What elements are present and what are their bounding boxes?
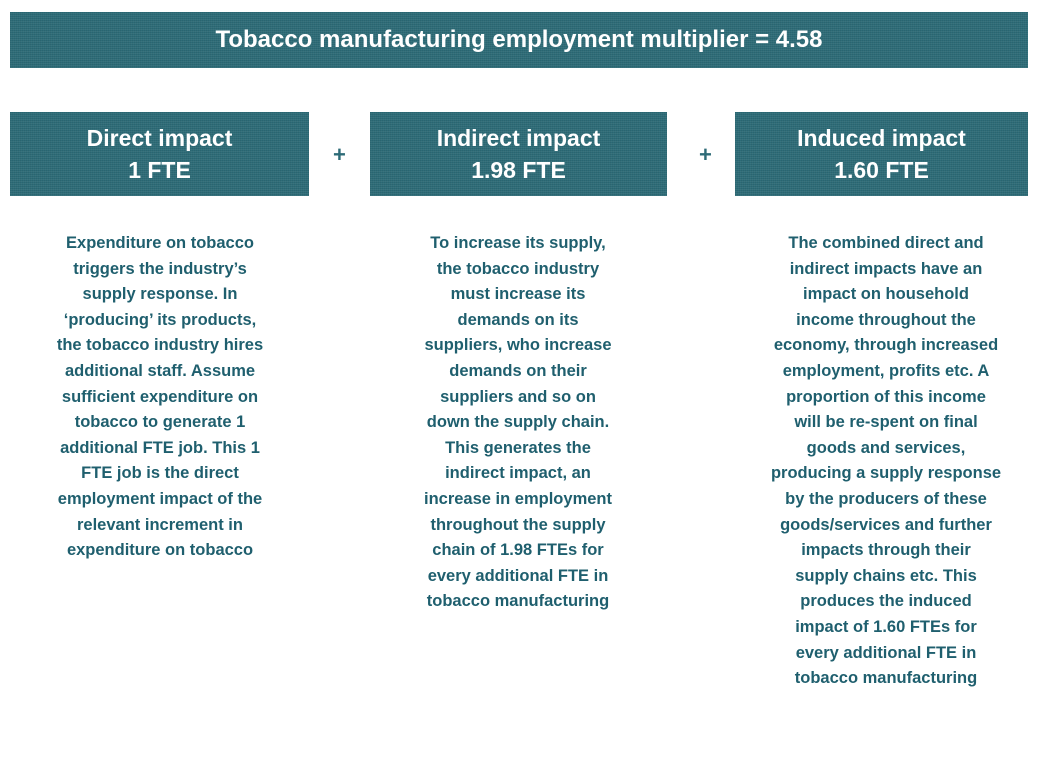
description-line: indirect impacts have an [789, 259, 983, 278]
impact-value: 1.60 FTE [834, 157, 929, 183]
description-line: supply response. In [82, 285, 238, 304]
description-line: suppliers, who increase [424, 336, 612, 355]
description-line: increase in employment [424, 489, 612, 508]
description-line: employment, profits etc. A [782, 361, 990, 380]
description-line: goods and services, [806, 438, 966, 457]
impact-description: To increase its supply, the tobacco indus… [358, 231, 678, 615]
description-line: every additional FTE in [795, 643, 977, 662]
description-line: impacts through their [801, 541, 971, 560]
banner: Tobacco manufacturing employment multipl… [10, 12, 1028, 68]
description-line: will be re-spent on final [794, 413, 978, 432]
description-line: demands on its [457, 310, 579, 329]
description-line: down the supply chain. [426, 413, 610, 432]
description-line: To increase its supply, [430, 234, 606, 252]
description-line: supply chains etc. This [795, 566, 977, 585]
description-line: income throughout the [796, 310, 976, 329]
description-line: chain of 1.98 FTEs for [432, 541, 604, 560]
description-line: additional staff. Assume [64, 361, 256, 380]
description-line: relevant increment in [77, 515, 243, 534]
impact-description: The combined direct and indirect impacts … [726, 231, 1038, 692]
impact-box: Direct impact 1 FTE [10, 112, 309, 196]
impact-box: Indirect impact 1.98 FTE [370, 112, 667, 196]
description-line: expenditure on tobacco [66, 541, 254, 560]
impact-value: 1 FTE [128, 157, 191, 183]
description-line: demands on their [449, 361, 587, 380]
description-line: economy, through increased [773, 336, 999, 355]
description-line: This generates the [445, 438, 591, 457]
description-line: impact on household [803, 285, 969, 304]
description-line: FTE job is the direct [81, 464, 239, 483]
description-line: proportion of this income [786, 387, 986, 406]
description-line: the tobacco industry hires [56, 336, 264, 355]
description-line: ‘producing’ its products, [63, 310, 257, 329]
description-line: producing a supply response [770, 464, 1002, 483]
impact-box: Induced impact 1.60 FTE [735, 112, 1028, 196]
description-line: tobacco manufacturing [426, 592, 610, 611]
impact-title: Indirect impact [436, 125, 601, 151]
description-line: additional FTE job. This 1 [60, 438, 260, 457]
description-line: impact of 1.60 FTEs for [795, 617, 977, 636]
impact-description: Expenditure on tobacco triggers the indus… [0, 231, 320, 564]
description-line: indirect impact, an [445, 464, 591, 483]
description-line: must increase its [450, 285, 586, 304]
description-line: triggers the industry’s [73, 259, 247, 278]
description-line: tobacco to generate 1 [74, 413, 246, 432]
impact-value: 1.98 FTE [471, 157, 566, 183]
description-line: sufficient expenditure on [61, 387, 259, 406]
description-line: by the producers of these [785, 489, 987, 508]
impact-title: Direct impact [86, 125, 233, 151]
description-line: every additional FTE in [427, 566, 609, 585]
impact-title: Induced impact [797, 125, 966, 151]
plus-sign: + [333, 142, 346, 167]
description-line: The combined direct and [788, 234, 984, 252]
description-line: throughout the supply [430, 515, 606, 534]
description-line: Expenditure on tobacco [66, 234, 254, 252]
description-line: goods/services and further [780, 515, 992, 534]
description-line: produces the induced [800, 592, 972, 611]
description-line: the tobacco industry [436, 259, 600, 278]
description-line: tobacco manufacturing [794, 669, 978, 688]
description-line: employment impact of the [57, 489, 263, 508]
description-line: suppliers and so on [440, 387, 596, 406]
plus-sign: + [699, 142, 712, 167]
